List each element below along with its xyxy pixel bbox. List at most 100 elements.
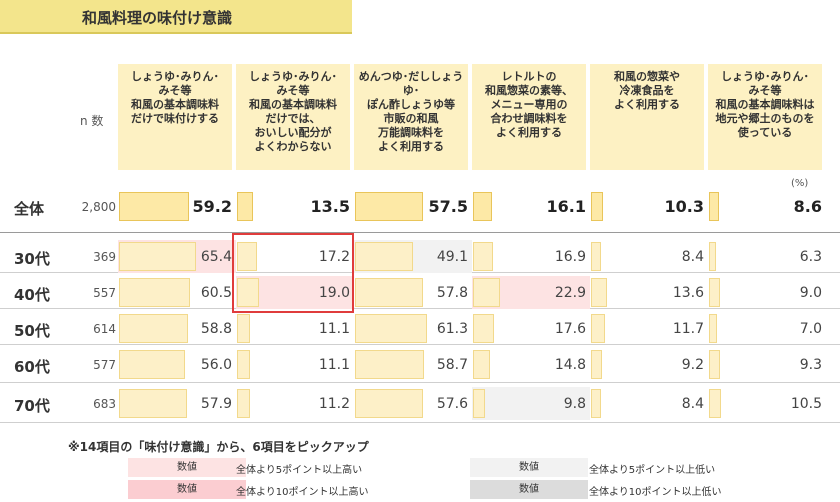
data-value: 57.6 <box>436 396 468 412</box>
row-n-count: 614 <box>93 322 116 336</box>
data-value: 16.1 <box>546 197 586 216</box>
legend-swatch-high5: 数値 <box>128 458 246 477</box>
data-bar <box>237 314 251 343</box>
data-bar <box>355 278 424 307</box>
data-value: 9.0 <box>799 285 822 301</box>
data-value: 57.5 <box>428 197 468 216</box>
data-value: 9.2 <box>681 357 704 373</box>
row-label: 全体 <box>14 200 45 218</box>
data-bar <box>709 389 722 418</box>
data-value: 17.2 <box>318 249 350 265</box>
legend-swatch-high10: 数値 <box>128 480 246 499</box>
data-bar <box>591 389 601 418</box>
data-value: 56.0 <box>200 357 232 373</box>
data-value: 11.2 <box>318 396 350 412</box>
data-value: 13.6 <box>672 285 704 301</box>
data-value: 57.9 <box>200 396 232 412</box>
data-value: 11.7 <box>672 321 704 337</box>
data-bar <box>591 242 601 271</box>
data-value: 57.8 <box>436 285 468 301</box>
legend-text-low10: 全体より10ポイント以上低い <box>589 487 722 498</box>
row-n-count: 683 <box>93 397 116 411</box>
data-value: 61.3 <box>436 321 468 337</box>
legend-text-low5: 全体より5ポイント以上低い <box>589 465 716 476</box>
data-bar <box>591 350 602 379</box>
data-bar <box>119 278 191 307</box>
data-bar <box>473 389 485 418</box>
data-value: 9.8 <box>563 396 586 412</box>
data-value: 59.2 <box>192 197 232 216</box>
data-value: 8.4 <box>681 396 704 412</box>
legend-swatch-low5: 数値 <box>470 458 588 477</box>
data-bar <box>591 278 608 307</box>
n-count-label: n 数 <box>80 114 104 128</box>
data-value: 11.1 <box>318 357 350 373</box>
data-value: 8.6 <box>793 197 822 216</box>
data-value: 13.5 <box>310 197 350 216</box>
data-value: 16.9 <box>554 249 586 265</box>
unit-label: (%) <box>791 178 809 189</box>
data-bar <box>473 278 501 307</box>
data-value: 58.7 <box>436 357 468 373</box>
data-value: 6.3 <box>799 249 822 265</box>
row-n-count: 369 <box>93 250 116 264</box>
data-bar <box>709 350 720 379</box>
cell-highlight-low5 <box>472 387 590 420</box>
data-value: 11.1 <box>318 321 350 337</box>
data-value: 49.1 <box>436 249 468 265</box>
data-bar <box>237 192 253 221</box>
row-label: 60代 <box>14 358 50 376</box>
data-value: 8.4 <box>681 249 704 265</box>
data-bar <box>237 278 260 307</box>
data-value: 17.6 <box>554 321 586 337</box>
data-bar <box>709 242 717 271</box>
row-label: 40代 <box>14 286 50 304</box>
legend-text-high5: 全体より5ポイント以上高い <box>236 465 363 476</box>
row-label: 30代 <box>14 250 50 268</box>
data-bar <box>237 350 251 379</box>
column-header-2: しょうゆ･みりん･ みそ等 和風の基本調味料 だけでは、 おいしい配分が よくわ… <box>236 64 350 170</box>
highlight-box <box>232 233 354 313</box>
data-bar <box>473 242 493 271</box>
row-n-count: 577 <box>93 358 116 372</box>
title-bar: 和風料理の味付け意識 <box>0 0 352 34</box>
column-header-1: しょうゆ･みりん･ みそ等 和風の基本調味料 だけで味付けする <box>118 64 232 170</box>
data-bar <box>119 350 186 379</box>
data-bar <box>119 192 189 221</box>
row-separator <box>0 232 840 233</box>
data-bar <box>119 314 189 343</box>
data-bar <box>473 314 494 343</box>
row-label: 70代 <box>14 397 50 415</box>
data-value: 14.8 <box>554 357 586 373</box>
data-bar <box>355 192 423 221</box>
data-value: 7.0 <box>799 321 822 337</box>
data-value: 58.8 <box>200 321 232 337</box>
data-bar <box>355 314 428 343</box>
data-value: 60.5 <box>200 285 232 301</box>
data-bar <box>355 350 425 379</box>
data-bar <box>473 192 492 221</box>
data-value: 22.9 <box>554 285 586 301</box>
row-label: 50代 <box>14 322 50 340</box>
data-bar <box>237 242 258 271</box>
data-value: 10.3 <box>664 197 704 216</box>
data-bar <box>591 314 605 343</box>
column-header-5: 和風の惣菜や 冷凍食品を よく利用する <box>590 64 704 170</box>
data-value: 10.5 <box>790 396 822 412</box>
column-header-4: レトルトの 和風惣菜の素等、 メニュー専用の 合わせ調味料を よく利用する <box>472 64 586 170</box>
row-separator <box>0 308 840 309</box>
data-bar <box>473 350 491 379</box>
data-bar <box>355 389 423 418</box>
data-bar <box>355 242 413 271</box>
row-separator <box>0 422 840 423</box>
data-bar <box>591 192 604 221</box>
note-text: ※14項目の「味付け意識」から、6項目をピックアップ <box>68 440 369 454</box>
row-separator <box>0 382 840 383</box>
row-separator <box>0 344 840 345</box>
row-n-count: 557 <box>93 286 116 300</box>
data-value: 9.3 <box>799 357 822 373</box>
data-bar <box>709 314 718 343</box>
column-header-6: しょうゆ･みりん･ みそ等 和風の基本調味料は 地元や郷土のものを 使っている <box>708 64 822 170</box>
data-bar <box>709 278 720 307</box>
column-header-3: めんつゆ･だししょうゆ･ ぽん酢しょうゆ等 市販の和風 万能調味料を よく利用す… <box>354 64 468 170</box>
